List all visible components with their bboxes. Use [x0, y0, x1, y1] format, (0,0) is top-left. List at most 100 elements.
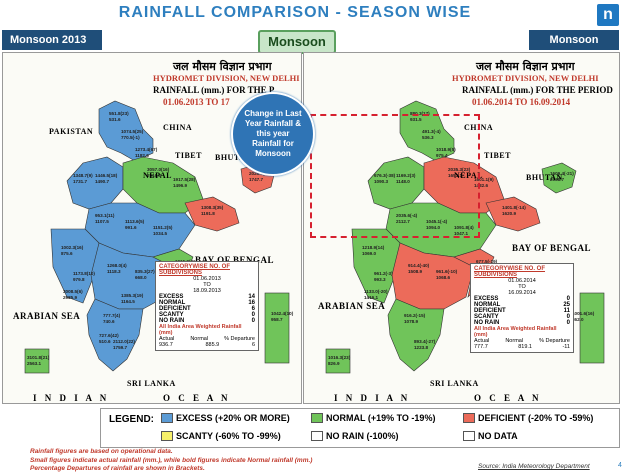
region-rainfall-value: 1133.0(-20)	[364, 289, 388, 294]
region-rainfall-value: 1118.3	[107, 269, 121, 274]
label-bay-of-bengal-2013: BAY OF BENGAL	[195, 255, 275, 265]
label-nepal-2014: NEPAL	[454, 171, 484, 180]
region-rainfall-value: 880.3(17)	[410, 111, 430, 116]
label-bay-of-bengal-2014: BAY OF BENGAL	[512, 243, 592, 253]
category-row: DEFICIENT 11	[474, 308, 570, 314]
region-rainfall-value: 1191.8	[201, 211, 215, 216]
source-link[interactable]: Source: India Meteorology Department	[478, 463, 590, 470]
label-indian-2013: I N D I A N	[33, 393, 110, 403]
legend-swatch-normal	[311, 413, 323, 423]
region-rainfall-value: 1113.6(5)	[125, 219, 145, 224]
dept-name-2013: HYDROMET DIVISION, NEW DELHI	[153, 73, 300, 83]
region-rainfall-value: 1016.3(23)	[328, 355, 351, 360]
region-rainfall-value: 1731.7	[73, 179, 87, 184]
map-island-lakshadweep	[325, 348, 351, 374]
label-sri-lanka-2013: SRI LANKA	[127, 379, 176, 388]
category-col-vals-2014: 777.7 819.1 -11	[474, 344, 570, 350]
label-nepal-2013: NEPAL	[143, 171, 173, 180]
map-region-deccan	[90, 242, 174, 310]
map-island-andaman	[579, 292, 605, 364]
rainfall-dates-2014: 01.06.2014 TO 16.09.2014	[472, 97, 571, 107]
legend-item-normal: NORMAL (+19% TO -19%)	[311, 413, 435, 423]
legend-label-no-data: NO DATA	[478, 431, 518, 441]
region-rainfall-value: 1034.5	[153, 231, 167, 236]
region-rainfall-value: 1446.5(18)	[95, 173, 118, 178]
highlight-dashed-box	[310, 114, 480, 238]
category-row: NORMAL 16	[159, 300, 255, 306]
change-callout-bubble: Change in Last Year Rainfall & this year…	[231, 92, 315, 176]
map-region-south	[86, 298, 144, 372]
category-to-2013: TO	[203, 282, 211, 288]
label-sri-lanka-2014: SRI LANKA	[430, 379, 479, 388]
legend-item-no-rain: NO RAIN (-100%)	[311, 431, 399, 441]
map-island-andaman	[264, 292, 290, 364]
region-rainfall-value: 1348.7(9)	[73, 173, 93, 178]
label-arabian-sea-2014: ARABIAN SEA	[318, 301, 386, 311]
region-rainfall-value: 1074.5(25)	[121, 129, 144, 134]
region-rainfall-value: 770.5(-1)	[121, 135, 140, 140]
category-row: NO RAIN 0	[474, 320, 570, 326]
label-china-2013: CHINA	[163, 123, 193, 132]
footnote-line: Percentage Departures of rainfall are sh…	[30, 465, 205, 472]
region-rainfall-value: 826.9	[328, 361, 340, 366]
category-row: EXCESS 14	[159, 294, 255, 300]
region-rainfall-value: 1001.6(16)	[572, 311, 595, 316]
region-rainfall-value: 1068.6	[436, 275, 450, 280]
region-rainfall-value: 491.3(-4)	[422, 129, 441, 134]
legend-swatch-no-data	[463, 431, 475, 441]
rainfall-dates-2013: 01.06.2013 TO 17	[163, 97, 230, 107]
region-rainfall-value: 510.6	[99, 339, 111, 344]
region-rainfall-value: 1091.8(4)	[454, 225, 474, 230]
region-rainfall-value: 862.0	[572, 317, 584, 322]
region-rainfall-value: 1018.9(5)	[436, 147, 456, 152]
legend-label-scanty: SCANTY (-60% TO -99%)	[176, 431, 281, 441]
category-box-2013: CATEGORYWISE NO. OF SUBDIVISIONS 01.06.2…	[155, 261, 259, 351]
region-rainfall-value: 1107.5	[95, 219, 109, 224]
region-rainfall-value: 2112.7	[396, 219, 410, 224]
legend-label-deficient: DEFICIENT (-20% TO -59%)	[478, 413, 594, 423]
region-rainfall-value: 1308.3(35)	[201, 205, 224, 210]
legend-swatch-excess	[161, 413, 173, 423]
legend: LEGEND: EXCESS (+20% OR MORE) NORMAL (+1…	[100, 408, 620, 448]
region-rainfall-value: 1151.2(5)	[153, 225, 173, 230]
dept-hindi-2014: जल मौसम विज्ञान प्रभाग	[476, 60, 575, 73]
category-row: SCANTY 0	[474, 314, 570, 320]
region-rainfall-value: 2038.7	[550, 177, 564, 182]
category-date-to-2014: 16.09.2014	[508, 290, 536, 296]
label-tibet-2014: TIBET	[484, 151, 511, 160]
india-map-2014: 880.3(17)931.5 491.3(-4)536.3 1018.9(5)975…	[325, 100, 605, 374]
region-rainfall-value: 931.5	[410, 117, 422, 122]
region-rainfall-value: 991.6	[125, 225, 137, 230]
region-rainfall-value: 2035.3(23)	[448, 167, 471, 172]
legend-label-no-rain: NO RAIN (-100%)	[326, 431, 399, 441]
region-rainfall-value: 914.4(-40)	[408, 263, 430, 268]
brand-logo: n	[597, 4, 619, 26]
legend-item-no-data: NO DATA	[463, 431, 518, 441]
region-rainfall-value: 1223.8	[414, 345, 428, 350]
category-date-from-2014: 01.06.2014	[508, 278, 536, 284]
region-rainfall-value: 2035.6(-4)	[396, 213, 418, 218]
category-col-heads-2014: Actual Normal% Departure	[474, 338, 570, 344]
label-pakistan: PAKISTAN	[49, 127, 94, 136]
category-col-vals-2013: 936.7 885.9 6	[159, 342, 255, 348]
map-region-north	[98, 100, 154, 162]
region-rainfall-value: 1090.3	[374, 179, 388, 184]
region-rainfall-value: 740.6	[103, 319, 115, 324]
category-row: NO RAIN 0	[159, 318, 255, 324]
rainfall-title-2013: RAINFALL (mm.) FOR THE P	[153, 85, 275, 95]
region-rainfall-value: 1169.2(3)	[396, 173, 416, 178]
dept-name-2014: HYDROMET DIVISION, NEW DELHI	[452, 73, 599, 83]
region-rainfall-value: 1601.1(9)	[474, 177, 494, 182]
region-rainfall-value: 916.2(-15)	[404, 313, 426, 318]
monsoon-label: Monsoon	[258, 30, 336, 54]
region-rainfall-value: 835.3(27)	[135, 269, 155, 274]
legend-swatch-deficient	[463, 413, 475, 423]
region-rainfall-value: 1496.9	[173, 183, 187, 188]
region-rainfall-value: 1747.7	[249, 177, 263, 182]
map-region-deccan	[391, 242, 475, 310]
region-rainfall-value: 677.5(-19)	[476, 259, 498, 264]
category-box-2014: CATEGORYWISE NO. OF SUBDIVISIONS 01.06.2…	[470, 263, 574, 353]
region-rainfall-value: 2985.9	[63, 295, 77, 300]
region-rainfall-value: 2563.1	[27, 361, 41, 366]
category-title-2013: CATEGORYWISE NO. OF SUBDIVISIONS	[159, 264, 231, 276]
